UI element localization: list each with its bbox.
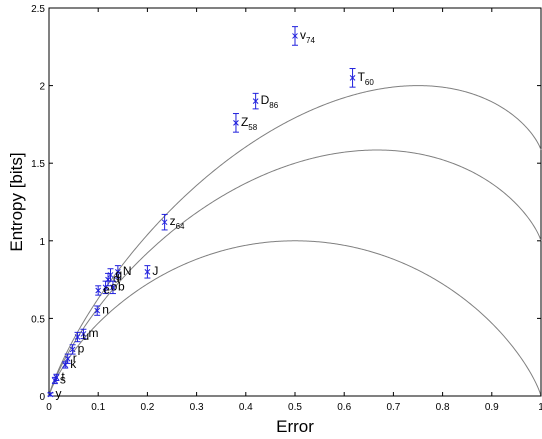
data-point-N: N — [114, 264, 132, 279]
x-tick-label: 0.6 — [337, 402, 351, 413]
point-label-subscript: 86 — [269, 101, 278, 110]
point-label: u — [83, 329, 90, 343]
x-tick-label: 0.3 — [190, 402, 204, 413]
data-point-t: t — [53, 369, 65, 383]
bound-curve-3 — [48, 149, 542, 397]
x-tick-label: 0.9 — [485, 402, 499, 413]
x-tick-label: 0 — [46, 402, 52, 413]
y-tick-label: 2 — [39, 82, 45, 93]
point-label-subscript: 60 — [365, 78, 374, 87]
marker-x-b — [74, 334, 81, 340]
x-tick-label: 0.4 — [239, 402, 253, 413]
y-tick-label: 1.5 — [31, 159, 45, 170]
marker-x-b — [62, 362, 69, 368]
point-label-subscript: 74 — [306, 36, 315, 45]
point-label: s — [60, 372, 66, 386]
x-tick-label: 0.1 — [91, 402, 105, 413]
x-tick-label: 0.2 — [140, 402, 154, 413]
marker-x-b — [107, 272, 114, 278]
marker-x-b — [94, 307, 101, 314]
x-tick-label: 0.8 — [436, 402, 450, 413]
data-point-b: b — [109, 279, 125, 295]
point-label: y — [55, 386, 61, 400]
marker-x-b — [144, 268, 151, 275]
marker-x-b — [110, 284, 116, 291]
data-point-k: k — [62, 357, 77, 371]
data-point-n: n — [94, 303, 109, 317]
marker-x-b — [47, 391, 54, 398]
marker-x-b — [80, 331, 87, 337]
bound-curve-4 — [48, 85, 542, 397]
x-axis-ticks: 0 0.1 0.2 0.3 0.4 0.5 0.6 0.7 0.8 0.9 1 — [46, 8, 542, 413]
y-tick-label: 2.5 — [31, 4, 45, 15]
marker-x-b — [115, 268, 121, 275]
point-label: g — [116, 267, 123, 281]
y-tick-label: 1 — [39, 237, 45, 248]
marker-x-b — [161, 219, 168, 226]
point-label: o — [111, 279, 118, 293]
point-label: t — [61, 369, 65, 383]
y-tick-label: 0.5 — [31, 314, 45, 325]
point-label: r — [73, 351, 77, 365]
point-label: N — [123, 264, 132, 278]
marker-x-b — [53, 374, 60, 381]
y-axis-title: Entropy [bits] — [7, 152, 26, 251]
marker-x-b — [95, 287, 102, 294]
x-tick-label: 1 — [538, 402, 542, 413]
marker-x-b — [292, 33, 298, 39]
marker-x-b — [64, 355, 71, 362]
point-label-subscript: 64 — [176, 222, 185, 231]
data-point-J: J — [144, 264, 158, 279]
bound-curves — [48, 85, 542, 397]
point-label: n — [102, 303, 109, 317]
point-label: p — [78, 341, 85, 355]
point-label: e — [103, 282, 110, 296]
marker-x-b — [102, 284, 109, 291]
x-tick-label: 0.7 — [386, 402, 400, 413]
x-tick-label: 0.5 — [288, 402, 302, 413]
point-label: k — [70, 357, 77, 371]
x-axis-title: Error — [276, 417, 314, 436]
plot-area — [48, 7, 542, 397]
data-point-e: e — [95, 282, 110, 296]
bound-curve-2 — [48, 240, 542, 397]
point-label-subscript: 58 — [248, 123, 257, 132]
y-tick-label: 0 — [39, 392, 45, 403]
point-label: m — [88, 326, 98, 340]
data-point-m: m — [80, 326, 98, 340]
point-label: d — [113, 272, 120, 286]
data-point-y: y — [47, 386, 61, 400]
data-point-u: u — [74, 329, 90, 343]
point-label: b — [118, 279, 125, 293]
data-point-o: o — [102, 279, 118, 295]
marker-x-b — [349, 74, 356, 81]
marker-x-b — [69, 346, 76, 353]
marker-x-b — [252, 98, 259, 104]
marker-x-b — [233, 119, 239, 126]
point-label: J — [152, 264, 158, 278]
